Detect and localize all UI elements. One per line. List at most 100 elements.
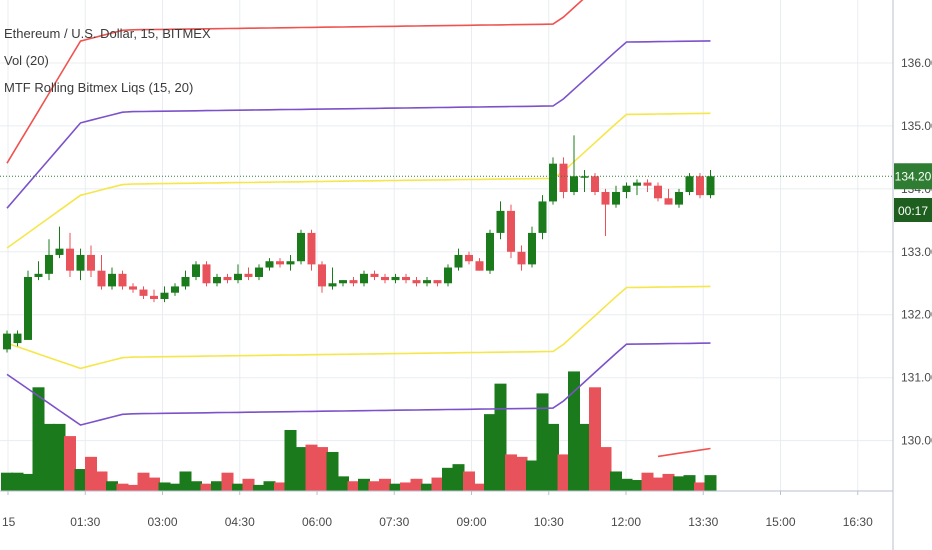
candle-body [528,232,536,265]
time-tick-label: 06:00 [302,515,332,529]
volume-bar [505,454,517,491]
volume-bar [620,478,633,491]
volume-bar [1,472,13,491]
volume-bar [473,483,486,491]
candle-body [13,333,22,344]
candle-body [234,273,242,281]
candle-body [706,176,715,196]
candle-body [297,232,305,262]
volume-bar [295,447,307,491]
candle-body [685,176,694,192]
time-tick-label: 09:00 [456,515,486,529]
candle-body [370,273,379,277]
time-tick-label: 10:30 [534,515,564,529]
candle-body [328,283,337,287]
volume-bar [326,451,339,491]
liquidation-bands [6,0,711,458]
volume-bar [211,481,223,491]
candle-body [549,163,557,202]
volume-bar [536,393,549,491]
candle-body [244,273,253,277]
volume-bar [179,471,192,491]
price-axis[interactable]: 136.00135.00134.00133.00132.00131.00130.… [901,56,932,448]
volume-bar [368,481,381,491]
candle-body [181,276,190,287]
grid-lines [0,0,893,491]
volume-bar [557,454,570,491]
candle-body [496,210,505,233]
purple-lower-band [6,342,711,426]
candle-body [255,267,263,277]
volume-bar [316,447,328,491]
candle-body [433,280,442,284]
volume-bar [106,481,118,491]
volume-bar [515,456,528,491]
countdown-label: 00:17 [898,204,928,218]
candle-body [150,295,158,300]
time-tick-label: 04:30 [225,515,255,529]
candle-body [412,280,421,284]
time-tick-label: 12:00 [611,515,641,529]
volume-bar [190,481,202,491]
candle-body [486,232,494,271]
volume-bar [95,471,108,491]
volume-bar [683,475,696,491]
volume-bar [200,483,213,491]
volume-legend[interactable]: Vol (20) [4,53,49,68]
volume-bar [158,482,171,491]
candle-body [517,251,526,265]
last-price-tag: 134.20 [894,163,932,190]
candle-body [160,292,169,300]
candle-body [223,276,232,281]
volume-bar [389,483,402,491]
candle-body [339,280,347,284]
candle-body [76,254,85,271]
symbol-legend[interactable]: Ethereum / U.S. Dollar, 15, BITMEX [4,26,211,41]
volume-bar [274,482,286,491]
candle-body [360,273,368,284]
volume-bar [148,477,160,491]
candle-body [45,254,53,274]
candle-body [55,248,64,255]
indicator-legend[interactable]: MTF Rolling Bitmex Liqs (15, 20) [4,80,194,95]
volume-bar [547,423,559,491]
candle-body [696,176,704,196]
volume-bar [484,414,496,491]
volume-bar [641,472,654,491]
volume-bar [452,464,465,491]
purple-upper-band [6,40,711,209]
volume-bar [337,476,349,491]
volume-bar [22,473,34,491]
volume-bar [379,478,391,491]
candle-body [286,261,295,265]
candle-body [612,191,620,205]
volume-bar [253,484,265,491]
last-price-label: 134.20 [895,169,932,183]
volume-bar [578,423,591,491]
volume-bar [410,478,423,491]
volume-bar [263,481,276,491]
candle-body [423,280,431,284]
time-tick-label: 07:30 [379,515,409,529]
candle-body [559,163,568,192]
bar-countdown: 00:17 [894,198,932,222]
volume-bar [74,469,87,491]
yellow-lower-band [6,285,711,370]
volume-bar [431,477,444,491]
volume-bar [400,482,412,491]
volume-bar [610,471,622,491]
volume-bar [652,477,664,491]
candle-body [601,191,610,205]
volume-bar [127,484,139,491]
volume-bar [242,478,255,491]
candle-body [139,289,148,296]
candle-body [66,248,74,271]
candle-body [475,261,484,271]
volume-bar [631,480,643,491]
candle-body [276,261,284,265]
candle-body [108,273,116,287]
candle-body [318,264,326,287]
time-axis[interactable]: 15 01:30 03:00 04:30 06:00 07:30 09:00 10:30 12:… [2,491,873,529]
